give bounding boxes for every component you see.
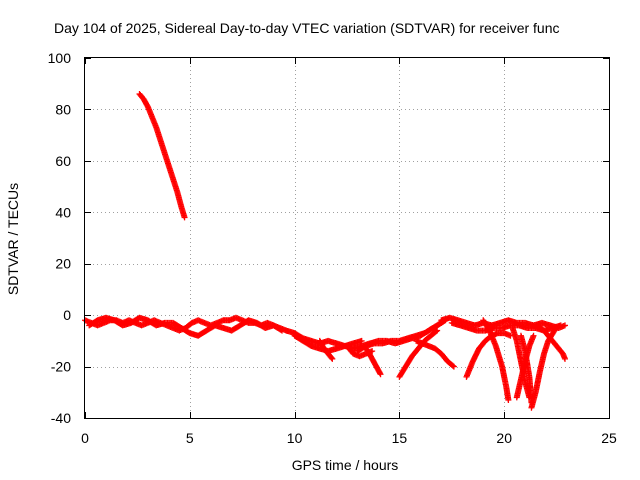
y-tick-labels: -40 -20 0 20 40 60 80 100 (48, 50, 72, 426)
data-point (328, 354, 335, 361)
plot-frame (84, 57, 610, 419)
chart-title: Day 104 of 2025, Sidereal Day-to-day VTE… (54, 20, 560, 36)
data-point (551, 327, 558, 334)
data-point (557, 322, 564, 329)
series-dip-21-left (517, 332, 535, 406)
x-tick-label: 15 (392, 430, 408, 446)
axis-ticks (85, 58, 610, 419)
data-point (528, 399, 535, 406)
y-tick-label: 80 (55, 101, 71, 117)
data-point (434, 327, 441, 334)
data-point (358, 337, 365, 344)
series-early-high-arc (136, 91, 188, 221)
x-tick-label: 25 (601, 430, 617, 446)
series-mid-rise (354, 319, 445, 355)
y-axis-title: SDTVAR / TECUs (5, 183, 21, 295)
x-tick-label: 10 (287, 430, 303, 446)
x-tick-label: 5 (186, 430, 194, 446)
y-tick-label: 0 (63, 307, 71, 323)
x-tick-labels: 0 5 10 15 20 25 (81, 430, 617, 446)
data-point (433, 328, 440, 335)
y-tick-label: 60 (55, 153, 71, 169)
series-dip-22 (534, 322, 568, 362)
data-point (561, 355, 568, 362)
data-point (377, 371, 384, 378)
y-tick-label: -40 (51, 410, 71, 426)
data-points (82, 91, 568, 411)
grid-lines (85, 58, 609, 418)
x-tick-label: 0 (81, 430, 89, 446)
data-point (181, 214, 188, 221)
x-axis-title: GPS time / hours (292, 457, 399, 473)
data-point (329, 355, 336, 362)
series-arc-16 (413, 337, 457, 370)
data-point (530, 332, 537, 339)
data-point (505, 397, 512, 403)
x-tick-label: 20 (496, 430, 512, 446)
data-point (450, 363, 457, 370)
y-tick-label: 100 (48, 50, 72, 66)
y-tick-label: -20 (51, 359, 71, 375)
series-dip-20 (480, 317, 512, 403)
y-tick-label: 40 (55, 204, 71, 220)
series-mid-dip-b (316, 337, 336, 362)
data-point (449, 362, 456, 369)
data-point (550, 328, 557, 335)
series-arc-18 (463, 330, 514, 380)
series-baseline-b (86, 314, 286, 339)
y-tick-label: 20 (55, 256, 71, 272)
